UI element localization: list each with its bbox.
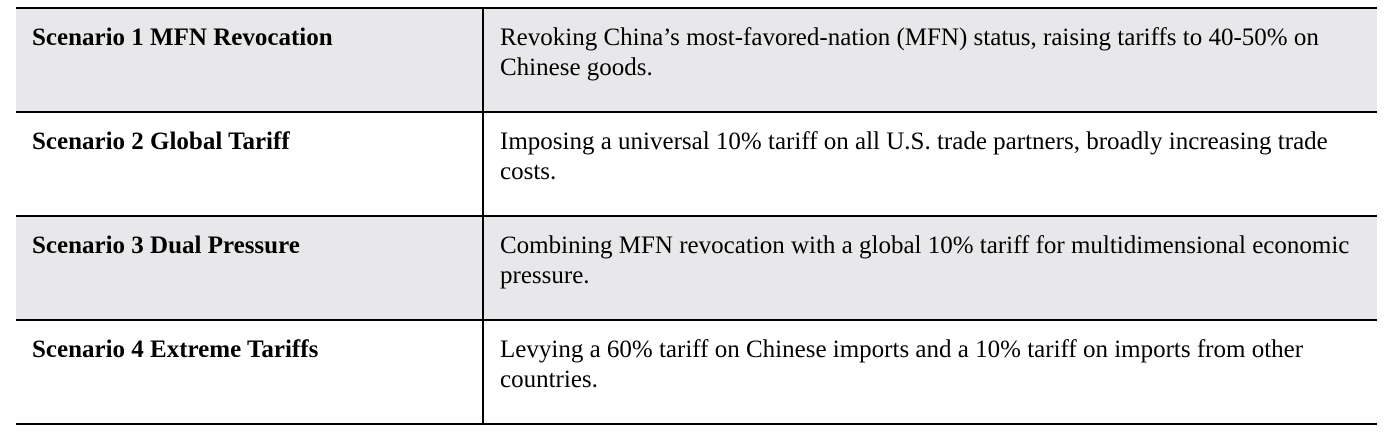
scenario-name: Scenario 3 Dual Pressure [16,216,484,320]
scenario-name: Scenario 2 Global Tariff [16,112,484,216]
scenario-name: Scenario 4 Extreme Tariffs [16,320,484,424]
scenario-table: Scenario 1 MFN Revocation Revoking China… [16,7,1377,425]
table-row: Scenario 2 Global Tariff Imposing a univ… [16,112,1377,216]
table-row: Scenario 3 Dual Pressure Combining MFN r… [16,216,1377,320]
scenario-description: Imposing a universal 10% tariff on all U… [483,112,1377,216]
table-row: Scenario 1 MFN Revocation Revoking China… [16,8,1377,112]
scenario-name: Scenario 1 MFN Revocation [16,8,484,112]
table-row: Scenario 4 Extreme Tariffs Levying a 60%… [16,320,1377,424]
scenario-description: Combining MFN revocation with a global 1… [483,216,1377,320]
scenario-description: Revoking China’s most-favored-nation (MF… [483,8,1377,112]
scenario-description: Levying a 60% tariff on Chinese imports … [483,320,1377,424]
